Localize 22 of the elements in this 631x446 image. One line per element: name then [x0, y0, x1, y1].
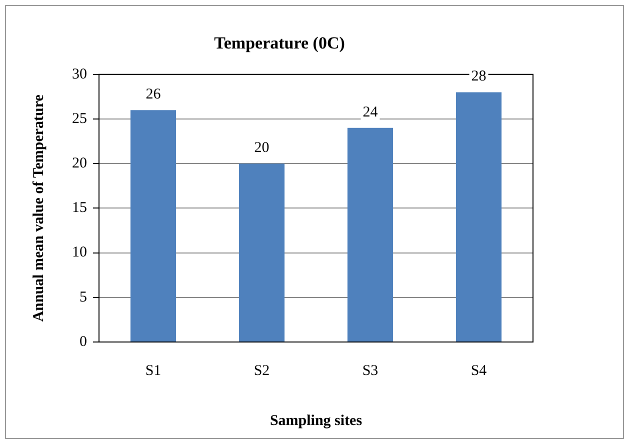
x-tick-label: S2 [254, 362, 270, 379]
data-label: 26 [146, 86, 162, 103]
x-tick-label: S1 [145, 362, 162, 379]
x-tick-label: S4 [470, 362, 488, 379]
chart-title: Temperature (0C) [214, 34, 345, 53]
bar [238, 164, 285, 342]
y-tick-label: 10 [72, 244, 87, 261]
y-tick-label: 0 [80, 334, 87, 350]
x-axis-title: Sampling sites [270, 412, 362, 429]
bar [130, 110, 176, 342]
x-tick-label: S3 [362, 362, 378, 379]
y-tick-label: 30 [72, 66, 87, 82]
data-label: 24 [362, 104, 378, 120]
y-tick-label: 25 [72, 110, 87, 127]
y-tick-label: 15 [72, 200, 87, 216]
data-label: 20 [254, 140, 270, 156]
bar [456, 92, 502, 342]
y-tick-label: 5 [80, 289, 87, 306]
data-label: 28 [471, 68, 486, 85]
y-axis-title: Annual mean value of Temperature [30, 94, 47, 322]
y-tick-label: 20 [72, 156, 87, 172]
bar [347, 128, 394, 342]
